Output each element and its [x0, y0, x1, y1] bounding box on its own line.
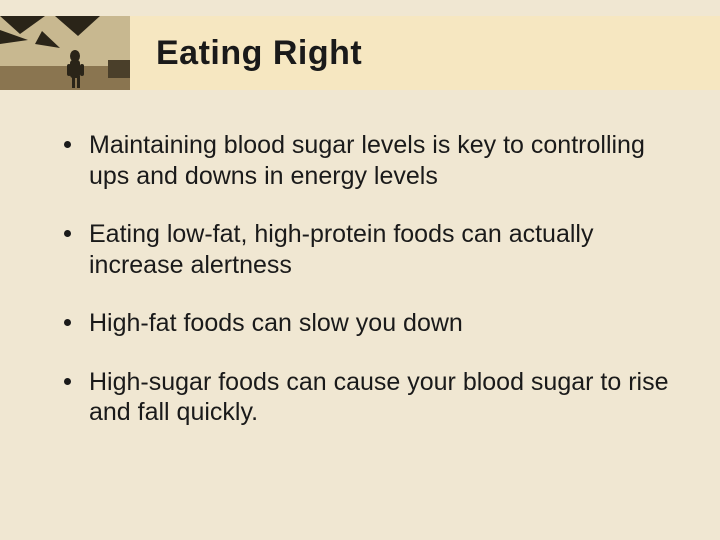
bullet-marker	[64, 319, 71, 326]
bullet-marker	[64, 378, 71, 385]
header-image	[0, 16, 130, 90]
bullet-item: Eating low-fat, high-protein foods can a…	[64, 219, 672, 280]
bullet-marker	[64, 141, 71, 148]
bullet-text: Maintaining blood sugar levels is key to…	[89, 130, 672, 191]
bullet-item: High-fat foods can slow you down	[64, 308, 672, 339]
bullet-item: High-sugar foods can cause your blood su…	[64, 367, 672, 428]
bullet-list: Maintaining blood sugar levels is key to…	[64, 130, 672, 456]
title-band: Eating Right	[0, 16, 720, 90]
bullet-text: High-fat foods can slow you down	[89, 308, 672, 339]
bullet-text: High-sugar foods can cause your blood su…	[89, 367, 672, 428]
bullet-item: Maintaining blood sugar levels is key to…	[64, 130, 672, 191]
slide-title: Eating Right	[156, 34, 362, 73]
bullet-marker	[64, 230, 71, 237]
bullet-text: Eating low-fat, high-protein foods can a…	[89, 219, 672, 280]
